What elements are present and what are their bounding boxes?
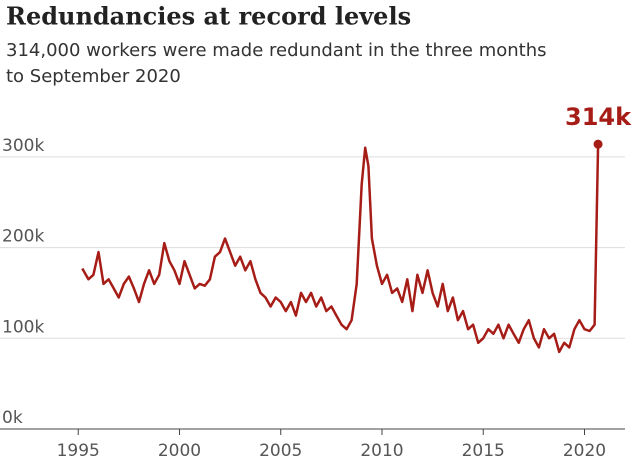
x-tick-label: 2015 — [462, 441, 505, 461]
y-tick-label: 300k — [2, 136, 44, 156]
annotation: 314k — [565, 103, 632, 131]
series-line — [81, 144, 600, 354]
chart-title: Redundancies at record levels — [6, 2, 411, 31]
end-point — [593, 139, 603, 149]
x-tick-label: 2020 — [563, 441, 606, 461]
y-tick-label: 0k — [2, 408, 23, 428]
y-tick-label: 200k — [2, 227, 44, 247]
x-tick-label: 2005 — [259, 441, 302, 461]
x-tick-label: 2010 — [360, 441, 403, 461]
x-tick-label: 2000 — [158, 441, 201, 461]
subtitle: to September 2020 — [6, 66, 181, 87]
x-tick-label: 1995 — [57, 441, 100, 461]
y-tick-label: 100k — [2, 317, 44, 337]
subtitle: 314,000 workers were made redundant in t… — [6, 40, 547, 61]
